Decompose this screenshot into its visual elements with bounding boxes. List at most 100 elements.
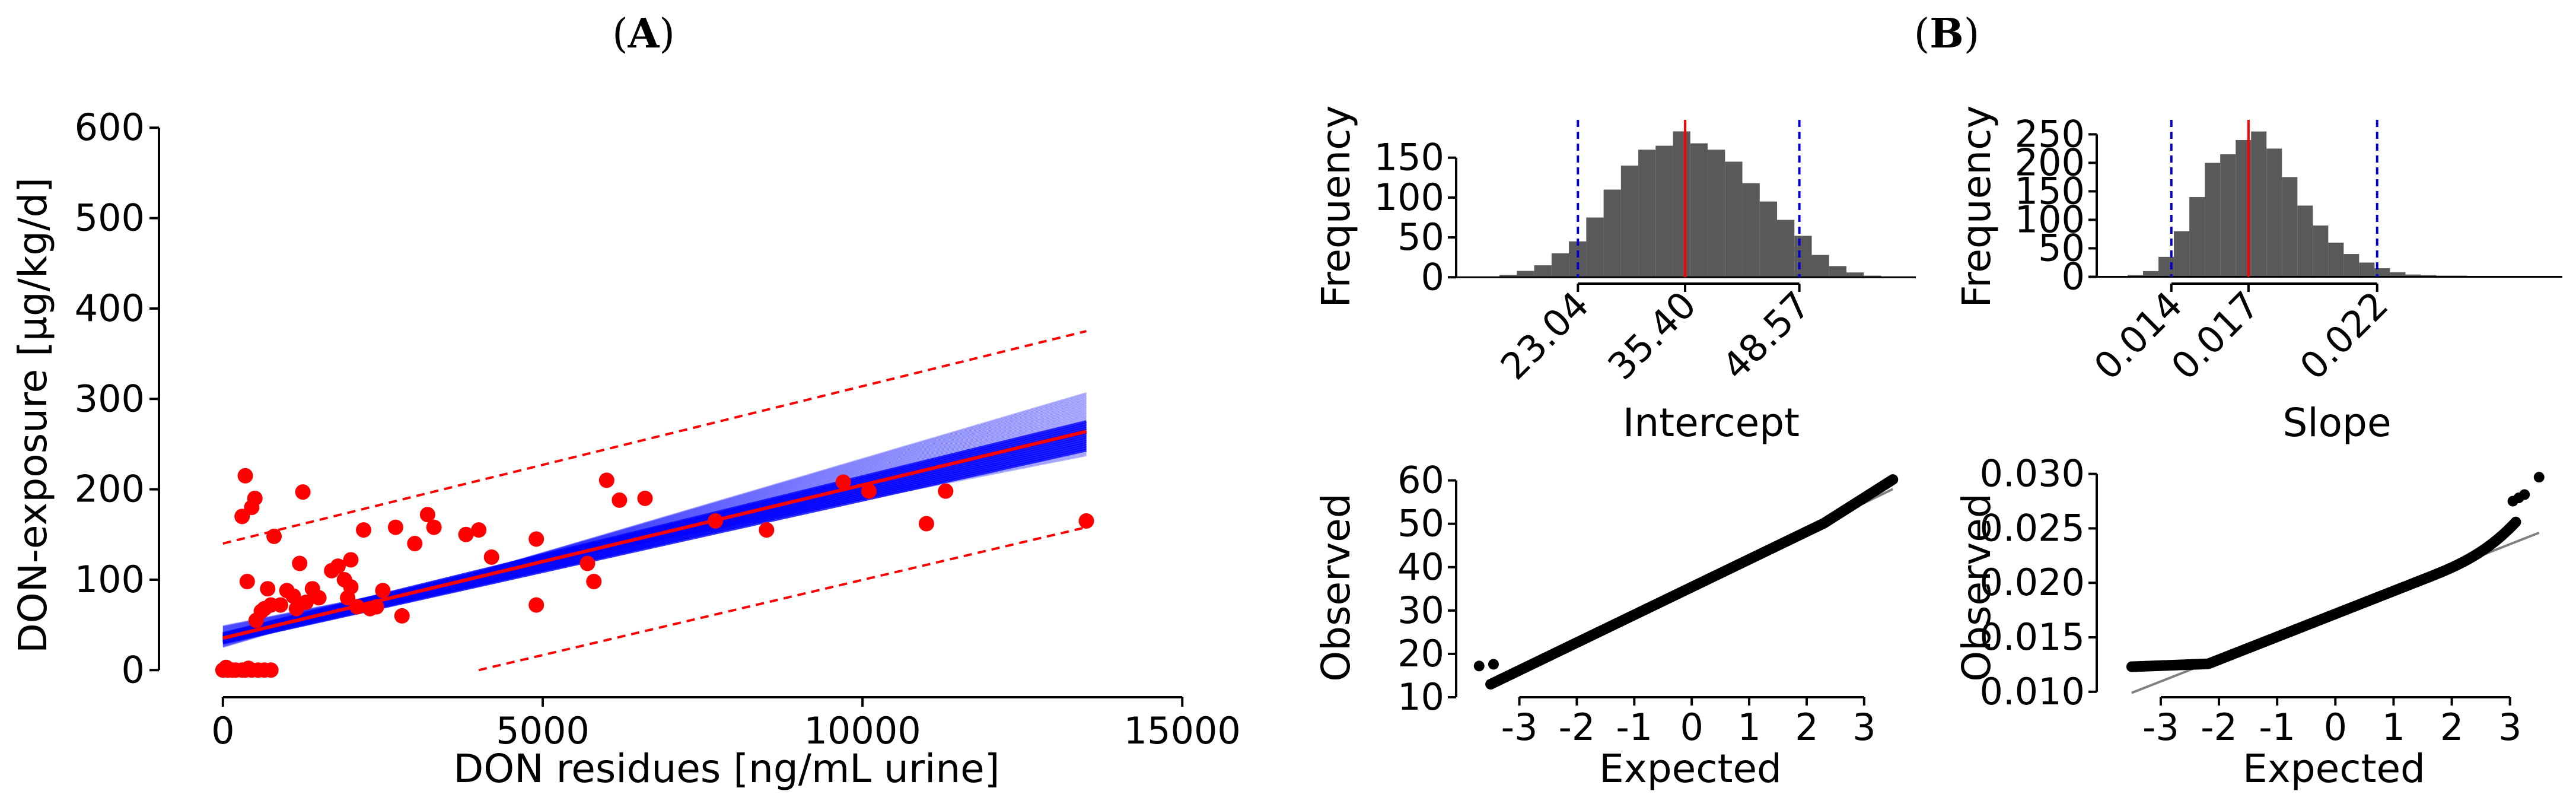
scatter-y-tick-label: 300 — [75, 377, 145, 420]
qq-y-tick-label: 40 — [1397, 545, 1444, 589]
histogram-bar — [2205, 163, 2221, 277]
data-point — [458, 526, 474, 542]
histogram-bar — [1725, 161, 1743, 278]
histogram-y-tick-label: 150 — [1374, 136, 1444, 179]
qq-y-tick-label: 50 — [1397, 502, 1444, 545]
histogram-bar — [2359, 262, 2375, 277]
histogram-bar — [1708, 150, 1725, 278]
histogram-y-tick-label: 250 — [2015, 112, 2085, 155]
histogram-bar — [1829, 266, 1847, 278]
data-point — [394, 608, 410, 624]
qq-x-tick-label: -3 — [1501, 706, 1538, 749]
histogram-bar — [2405, 274, 2421, 277]
data-point — [528, 531, 545, 547]
qq-x-tick-label: 2 — [2440, 706, 2463, 749]
scatter-marks — [215, 330, 1094, 678]
qq-intercept-y-title: Observed — [1313, 493, 1359, 682]
histogram-bar — [2220, 154, 2236, 277]
data-point — [387, 519, 403, 535]
scatter-x-axis-title: DON residues [ng/mL urine] — [453, 746, 999, 792]
histogram-y-tick-label: 50 — [2038, 226, 2085, 269]
qq-x-tick-label: 2 — [1795, 706, 1818, 749]
histogram-y-tick-label: 50 — [1397, 215, 1444, 259]
histogram-x-tick-label: 0.022 — [2291, 283, 2396, 388]
histogram-bar — [1638, 150, 1656, 278]
qq-y-tick-label: 0.015 — [1980, 615, 2085, 659]
histogram-bar — [1690, 143, 1708, 278]
data-point — [298, 595, 314, 611]
qq-slope-x-title: Expected — [2243, 746, 2425, 792]
data-point — [483, 549, 499, 565]
histogram-bar — [1811, 255, 1829, 278]
data-point — [234, 509, 250, 525]
histogram-slope-y-title: Frequency — [1954, 106, 1999, 308]
scatter-y-tick-label: 0 — [122, 648, 145, 691]
data-point — [471, 522, 487, 538]
qq-y-tick-label: 0.020 — [1980, 561, 2085, 604]
qq-intercept-x-title: Expected — [1599, 746, 1782, 792]
histogram-bar — [2251, 131, 2267, 277]
qq-x-tick-label: 0 — [2324, 706, 2347, 749]
histogram-bar — [2174, 231, 2190, 277]
prediction-interval-upper — [222, 330, 1087, 545]
histogram-intercept-x-title: Intercept — [1623, 400, 1800, 446]
qq-y-tick-label: 0.030 — [1980, 452, 2085, 495]
data-point — [579, 555, 596, 571]
histogram-x-tick-label: 48.57 — [1714, 283, 1819, 388]
qq-x-tick-label: -2 — [2201, 706, 2237, 749]
scatter-axes: 0 100 200 300 400 500 600 0 5000 10000 15000 — [75, 106, 1241, 752]
histogram-y-tick-label: 0 — [2062, 255, 2085, 298]
qq-x-tick-label: -1 — [1616, 706, 1652, 749]
scatter-x-tick-label: 5000 — [496, 709, 590, 752]
qq-x-tick-label: 3 — [1852, 706, 1876, 749]
histogram-y-tick-label: 200 — [2015, 141, 2085, 184]
data-point — [861, 483, 877, 499]
qq-point — [2510, 516, 2521, 528]
histogram-bar — [2189, 197, 2205, 277]
histogram-bar — [2297, 205, 2313, 277]
data-point — [708, 513, 724, 529]
data-point — [407, 536, 423, 552]
data-point — [218, 659, 234, 675]
panel-label-a-letter: A — [628, 10, 660, 58]
data-point — [343, 579, 359, 595]
histogram-bar — [2328, 242, 2344, 277]
qq-x-tick-label: -2 — [1559, 706, 1596, 749]
panel-label-b-letter: B — [1929, 10, 1963, 58]
histogram-intercept-y-title: Frequency — [1313, 106, 1359, 308]
data-point — [938, 483, 954, 499]
histogram-x-tick-label: 23.04 — [1492, 283, 1597, 388]
data-point — [266, 528, 282, 544]
data-point — [1078, 513, 1094, 529]
histogram-y-tick-label: 100 — [2015, 198, 2085, 241]
qq-x-tick-label: 1 — [1737, 706, 1760, 749]
histogram-bar — [1534, 265, 1552, 278]
histogram-y-tick-label: 150 — [2015, 169, 2085, 212]
histogram-bar — [1620, 166, 1639, 278]
data-point — [419, 507, 435, 523]
bootstrap-core-line — [222, 420, 1087, 636]
histogram-bar — [2266, 148, 2282, 277]
qq-x-tick-label: 0 — [1680, 706, 1703, 749]
data-point — [835, 474, 851, 490]
data-point — [295, 484, 311, 500]
qq-plot-slope: Expected Observed 0.010 0.015 0.020 0.025 0.… — [1954, 452, 2545, 792]
data-point — [375, 583, 391, 599]
qq-y-tick-label: 0.025 — [1980, 506, 2085, 549]
histogram-bar — [2374, 268, 2390, 277]
histogram-bar — [2282, 177, 2298, 277]
data-point — [240, 660, 256, 676]
data-point — [239, 574, 255, 589]
qq-point — [2533, 472, 2545, 483]
histogram-y-tick-label: 100 — [1374, 176, 1444, 219]
histogram-bar — [1742, 183, 1760, 278]
histogram-bar — [1499, 275, 1517, 278]
scatter-x-tick-label: 10000 — [804, 709, 921, 752]
scatter-y-tick-label: 500 — [75, 196, 145, 240]
scatter-chart: 0 100 200 300 400 500 600 0 5000 10000 15000 DON r… — [10, 106, 1241, 792]
data-point — [311, 590, 327, 606]
scatter-y-tick-label: 100 — [75, 558, 145, 601]
qq-y-tick-label: 10 — [1397, 675, 1444, 719]
data-point — [528, 597, 545, 613]
histogram-bar — [2343, 254, 2360, 277]
